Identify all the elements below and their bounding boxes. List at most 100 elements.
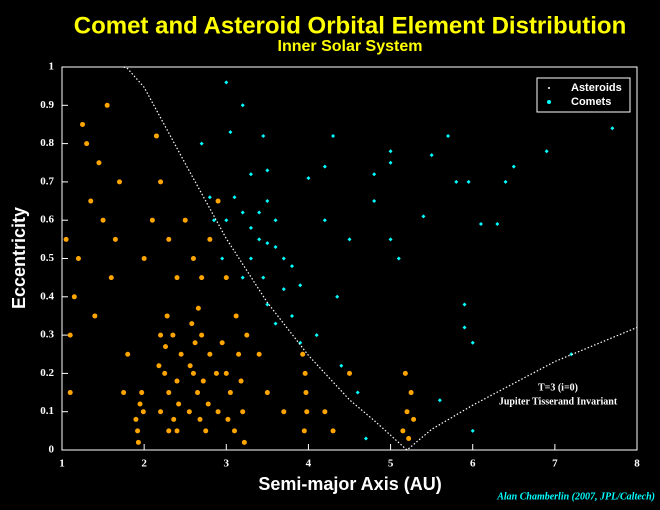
comet-point xyxy=(273,245,278,250)
comet-point xyxy=(224,80,229,85)
asteroid-point xyxy=(402,370,408,376)
asteroid-point xyxy=(213,370,219,376)
asteroid-point xyxy=(166,236,172,242)
comet-point xyxy=(240,275,245,280)
comet-point xyxy=(322,218,327,223)
comet-point xyxy=(261,133,266,138)
asteroid-point xyxy=(84,141,90,147)
asteroid-point xyxy=(406,436,412,442)
comet-point xyxy=(388,160,393,165)
asteroid-point xyxy=(88,198,94,204)
asteroid-point xyxy=(163,344,168,350)
y-tick-label: 1 xyxy=(49,61,55,73)
y-axis-label: Eccentricity xyxy=(9,207,29,309)
asteroid-point xyxy=(171,416,177,422)
comet-point xyxy=(298,283,303,288)
asteroid-point xyxy=(178,351,184,357)
asteroid-point xyxy=(241,439,247,445)
asteroid-point xyxy=(223,370,229,376)
asteroid-point xyxy=(223,275,229,281)
asteroid-point xyxy=(139,390,145,396)
asteroid-point xyxy=(137,401,143,407)
asteroid-point xyxy=(219,340,225,346)
comet-point xyxy=(265,168,270,173)
asteroid-point xyxy=(281,409,287,415)
comet-point xyxy=(388,237,393,242)
asteroid-point xyxy=(225,416,231,422)
asteroid-point xyxy=(108,275,114,281)
x-tick-label tick: 3 xyxy=(224,458,230,470)
asteroid-point xyxy=(125,351,131,357)
asteroid-point xyxy=(149,217,155,223)
asteroid-point xyxy=(187,363,193,369)
comet-point xyxy=(257,237,262,242)
asteroid-point xyxy=(96,160,102,166)
asteroid-point xyxy=(186,409,192,415)
asteroid-point xyxy=(322,409,328,415)
comet-point xyxy=(290,264,294,269)
asteroid-point xyxy=(158,332,164,338)
comet-point xyxy=(347,237,352,242)
asteroid-point xyxy=(203,428,209,434)
asteroid-point xyxy=(112,236,118,242)
asteroid-point xyxy=(174,275,180,281)
asteroid-point xyxy=(75,256,81,261)
comet-point xyxy=(314,333,319,338)
asteroid-point xyxy=(256,351,262,357)
chart-title: Comet and Asteroid Orbital Element Distr… xyxy=(74,12,627,39)
comet-point xyxy=(437,398,442,403)
comet-point xyxy=(248,256,253,261)
comet-point xyxy=(569,352,574,357)
asteroid-point xyxy=(158,179,164,185)
comet-point xyxy=(355,390,360,395)
asteroid-point xyxy=(240,409,246,415)
legend-label: Comets xyxy=(571,96,611,108)
asteroid-point xyxy=(135,428,141,434)
comet-point xyxy=(228,130,233,135)
asteroid-point xyxy=(199,275,205,281)
comet-point xyxy=(372,172,377,177)
comet-point xyxy=(232,195,237,200)
asteroid-point xyxy=(164,313,170,319)
comet-point xyxy=(240,103,245,108)
asteroid-point xyxy=(207,351,213,357)
comet-point xyxy=(331,133,336,138)
asteroid-point xyxy=(207,236,213,242)
asteroid-point xyxy=(400,428,406,434)
comet-point xyxy=(224,218,229,223)
asteroid-point xyxy=(100,217,106,223)
comet-point xyxy=(281,256,286,261)
comet-point xyxy=(478,222,483,227)
annotation: Jupiter Tisserand Invariant xyxy=(499,396,618,407)
asteroid-point xyxy=(104,102,110,108)
asteroid-point xyxy=(190,256,196,261)
asteroid-point xyxy=(199,332,205,338)
annotation: T=3 (i=0) xyxy=(538,382,578,393)
asteroid-point xyxy=(67,390,73,396)
legend-marker xyxy=(547,100,551,104)
comet-point xyxy=(396,256,401,261)
x-tick-label tick: 8 xyxy=(634,458,640,470)
asteroid-point xyxy=(63,236,69,242)
tisserand-curve xyxy=(123,66,638,451)
asteroid-point xyxy=(227,390,233,396)
asteroid-point xyxy=(166,390,172,396)
asteroid-point xyxy=(205,401,211,407)
asteroid-point xyxy=(238,378,244,384)
asteroid-point xyxy=(215,409,221,415)
comet-point xyxy=(273,218,278,223)
x-tick-label tick: 1 xyxy=(59,458,65,470)
asteroid-point xyxy=(195,390,201,396)
asteroid-point xyxy=(158,409,164,415)
comet-point xyxy=(511,164,516,169)
comet-point xyxy=(306,176,311,181)
comet-point xyxy=(207,195,212,200)
comet-point xyxy=(470,340,475,345)
asteroid-point xyxy=(174,428,180,434)
comet-point xyxy=(248,225,253,230)
comet-point xyxy=(265,241,270,246)
asteroid-point xyxy=(300,351,306,357)
legend-label: Asteroids xyxy=(571,82,622,94)
y-tick-label: 0.6 xyxy=(40,214,54,226)
